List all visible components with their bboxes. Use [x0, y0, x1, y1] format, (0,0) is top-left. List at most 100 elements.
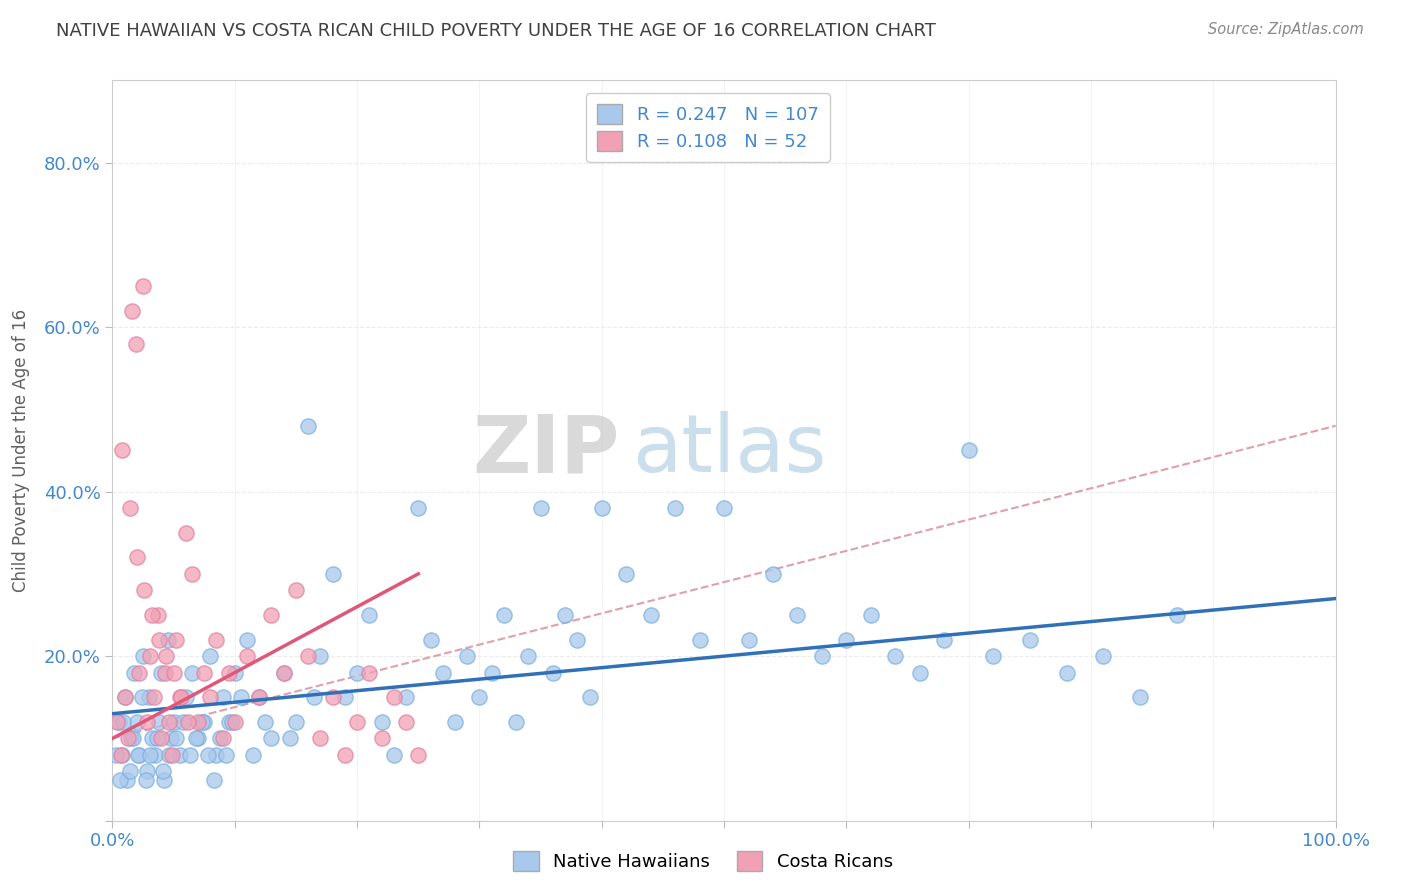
Point: [419, 632, 441, 647]
Point: [811, 649, 834, 664]
Point: [125, 550, 148, 565]
Point: [1129, 690, 1152, 705]
Point: [118, 764, 141, 779]
Point: [152, 764, 174, 779]
Point: [273, 665, 295, 680]
Point: [786, 607, 808, 622]
Point: [859, 607, 882, 622]
Point: [143, 747, 166, 762]
Point: [117, 731, 139, 746]
Point: [284, 583, 308, 598]
Point: [215, 747, 238, 762]
Point: [481, 665, 503, 680]
Point: [578, 690, 600, 705]
Point: [139, 747, 162, 762]
Point: [359, 607, 381, 622]
Point: [382, 747, 405, 762]
Point: [125, 714, 148, 729]
Point: [163, 665, 186, 680]
Point: [169, 690, 191, 705]
Text: atlas: atlas: [633, 411, 827, 490]
Point: [614, 566, 637, 581]
Point: [124, 665, 146, 680]
Point: [297, 418, 319, 433]
Point: [174, 690, 197, 705]
Point: [297, 649, 319, 664]
Point: [309, 731, 332, 746]
Point: [322, 690, 344, 705]
Point: [713, 501, 735, 516]
Point: [370, 714, 392, 729]
Point: [111, 443, 134, 458]
Point: [150, 665, 173, 680]
Point: [128, 747, 150, 762]
Point: [346, 665, 368, 680]
Point: [640, 607, 662, 622]
Point: [145, 731, 167, 746]
Point: [229, 690, 252, 705]
Point: [105, 714, 128, 729]
Text: ZIP: ZIP: [472, 411, 620, 490]
Point: [115, 772, 138, 787]
Point: [492, 607, 515, 622]
Legend: Native Hawaiians, Costa Ricans: Native Hawaiians, Costa Ricans: [506, 844, 900, 879]
Point: [444, 714, 467, 729]
Point: [141, 607, 163, 622]
Point: [172, 714, 194, 729]
Point: [835, 632, 858, 647]
Point: [359, 665, 381, 680]
Point: [191, 714, 214, 729]
Point: [236, 632, 259, 647]
Point: [125, 336, 148, 351]
Point: [177, 714, 200, 729]
Point: [163, 714, 186, 729]
Point: [260, 607, 283, 622]
Point: [162, 747, 184, 762]
Point: [517, 649, 540, 664]
Point: [139, 649, 162, 664]
Point: [218, 714, 240, 729]
Point: [260, 731, 283, 746]
Point: [197, 747, 219, 762]
Point: [981, 649, 1004, 664]
Point: [132, 649, 155, 664]
Point: [567, 632, 589, 647]
Point: [395, 714, 418, 729]
Point: [127, 747, 149, 762]
Point: [737, 632, 759, 647]
Point: [187, 731, 209, 746]
Text: Source: ZipAtlas.com: Source: ZipAtlas.com: [1208, 22, 1364, 37]
Point: [170, 690, 193, 705]
Point: [591, 501, 613, 516]
Point: [382, 690, 405, 705]
Point: [224, 665, 246, 680]
Point: [408, 501, 430, 516]
Point: [211, 690, 233, 705]
Point: [554, 607, 576, 622]
Point: [934, 632, 956, 647]
Point: [221, 714, 243, 729]
Point: [432, 665, 454, 680]
Point: [193, 714, 215, 729]
Point: [165, 632, 187, 647]
Point: [209, 731, 232, 746]
Point: [1018, 632, 1040, 647]
Point: [108, 772, 131, 787]
Point: [304, 690, 326, 705]
Point: [247, 690, 270, 705]
Point: [224, 714, 246, 729]
Point: [179, 747, 201, 762]
Point: [202, 772, 225, 787]
Point: [156, 632, 179, 647]
Point: [114, 690, 136, 705]
Point: [689, 632, 711, 647]
Point: [505, 714, 527, 729]
Point: [174, 525, 197, 540]
Point: [155, 649, 177, 664]
Point: [1056, 665, 1078, 680]
Point: [468, 690, 491, 705]
Point: [132, 279, 155, 293]
Point: [273, 665, 295, 680]
Point: [333, 690, 356, 705]
Point: [146, 607, 169, 622]
